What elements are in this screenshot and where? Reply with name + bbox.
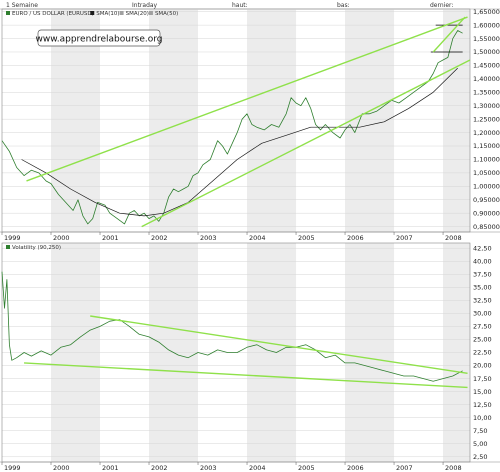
vol-y-tick-label: 35,00 <box>473 284 492 292</box>
price-legend-swatch <box>90 11 95 15</box>
price-series-line <box>1 30 463 225</box>
header-high: haut: <box>232 2 248 9</box>
vol-y-tick-label: 5,00 <box>473 440 487 448</box>
price-y-tick-label: 1,50000 <box>473 48 500 56</box>
price-x-tick-label: 2004 <box>249 234 266 242</box>
price-y-tick-label: 1,10000 <box>473 156 500 164</box>
site-watermark: www.apprendrelabourse.org <box>35 29 163 47</box>
vol-x-tick-label: 2000 <box>53 464 70 472</box>
price-legend-entry: SMA(10) <box>96 11 119 17</box>
price-x-tick-label: 2003 <box>200 234 217 242</box>
price-trendline <box>26 16 468 182</box>
vol-x-tick-label: 1999 <box>4 464 21 472</box>
vol-legend-entry: Volatility (90,250) <box>12 245 61 251</box>
vol-x-tick-label: 2002 <box>151 464 168 472</box>
vol-y-tick-label: 42,50 <box>473 244 492 252</box>
vol-series-line <box>1 271 463 382</box>
price-x-tick-label: 2002 <box>151 234 168 242</box>
price-y-tick-label: 1,40000 <box>473 75 500 83</box>
price-trendline <box>432 16 466 53</box>
header-low: bas: <box>337 2 350 9</box>
vol-y-tick-label: 20,00 <box>473 362 492 370</box>
price-y-tick-label: 1,00000 <box>473 183 500 191</box>
vol-y-tick-label: 27,50 <box>473 323 492 331</box>
price-x-tick-label: 2007 <box>396 234 413 242</box>
vol-trendline <box>24 362 468 389</box>
price-legend-swatch <box>6 11 10 15</box>
price-year-band <box>443 9 470 232</box>
vol-x-tick-label: 2004 <box>249 464 266 472</box>
header-mode: Intraday <box>132 2 158 9</box>
header-period: 1 Semaine <box>6 2 38 9</box>
price-panel: 1,65000 1,60000 1,55000 1,50000 1,45000 1,400… <box>0 8 500 242</box>
vol-x-tick-label: 2006 <box>347 464 364 472</box>
header-last: dernier: <box>430 2 453 9</box>
price-y-tick-label: 1,60000 <box>473 21 500 29</box>
vol-trendline <box>90 315 468 375</box>
price-y-tick-label: 1,55000 <box>473 35 500 43</box>
vol-y-tick-label: 15,00 <box>473 388 492 396</box>
price-year-band <box>247 9 297 232</box>
vol-y-tick-label: 17,50 <box>473 375 492 383</box>
price-y-tick-label: 1,25000 <box>473 115 500 123</box>
price-legend-entry: EURO / US DOLLAR (EURUSD) <box>12 11 94 17</box>
price-x-tick-label: 2005 <box>298 234 315 242</box>
vol-y-tick-label: 32,50 <box>473 297 492 305</box>
price-y-tick-label: 1,65000 <box>473 8 500 16</box>
vol-x-tick-label: 2007 <box>396 464 413 472</box>
vol-y-tick-label: 37,50 <box>473 270 492 278</box>
price-y-tick-label: 1,15000 <box>473 142 500 150</box>
price-legend-entry: SMA(20) <box>126 11 149 17</box>
chart-header: 1 Semaine Intraday haut: bas: dernier: <box>6 2 453 9</box>
price-x-tick-label: 1999 <box>4 234 21 242</box>
vol-y-tick-label: 25,00 <box>473 336 492 344</box>
price-legend-swatch <box>119 11 124 15</box>
price-y-tick-label: 1,30000 <box>473 102 500 110</box>
price-y-tick-label: 1,20000 <box>473 129 500 137</box>
vol-x-tick-label: 2008 <box>445 464 462 472</box>
watermark-box <box>37 29 161 47</box>
price-legend-entry: SMA(50) <box>155 11 178 17</box>
vol-y-tick-label: 22,50 <box>473 349 492 357</box>
price-y-tick-label: 0,85000 <box>473 223 500 231</box>
vol-y-tick-label: 7,50 <box>473 427 487 435</box>
vol-y-tick-label: 30,00 <box>473 310 492 318</box>
price-x-tick-label: 2006 <box>347 234 364 242</box>
price-x-tick-label: 2001 <box>102 234 119 242</box>
price-y-tick-label: 0,90000 <box>473 209 500 217</box>
volatility-panel: 42,50 40,00 37,50 35,00 32,50 30,00 27,50 25,00… <box>0 242 500 472</box>
price-x-tick-label: 2000 <box>53 234 70 242</box>
price-y-tick-label: 0,95000 <box>473 196 500 204</box>
price-legend-swatch <box>148 11 153 15</box>
price-x-tick-label: 2008 <box>445 234 462 242</box>
vol-y-tick-label: 12,50 <box>473 401 492 409</box>
vol-x-tick-label: 2005 <box>298 464 315 472</box>
vol-y-tick-label: 2,50 <box>473 453 487 461</box>
price-y-tick-label: 1,35000 <box>473 88 500 96</box>
vol-x-tick-label: 2001 <box>102 464 119 472</box>
vol-y-tick-label: 10,00 <box>473 414 492 422</box>
price-trendline <box>141 59 471 228</box>
price-y-tick-label: 1,05000 <box>473 169 500 177</box>
vol-y-tick-label: 40,00 <box>473 257 492 265</box>
price-series-line <box>21 67 458 217</box>
watermark-text: www.apprendrelabourse.org <box>35 35 162 45</box>
vol-legend-swatch <box>6 245 10 249</box>
price-y-tick-label: 1,45000 <box>473 62 500 70</box>
vol-x-tick-label: 2003 <box>200 464 217 472</box>
